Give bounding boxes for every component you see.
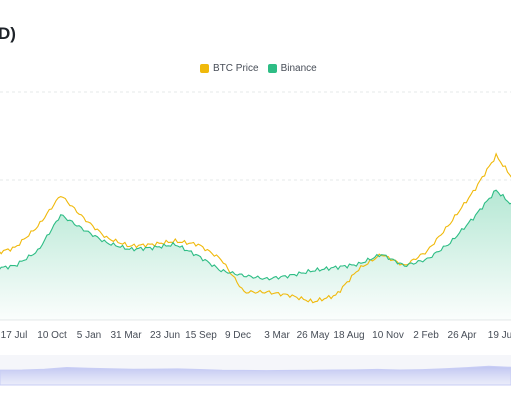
x-tick-label: 18 Aug — [333, 330, 364, 341]
legend-item-btc-price[interactable]: BTC Price — [200, 63, 259, 74]
legend-swatch-binance — [267, 64, 277, 73]
x-tick-label: 9 Dec — [225, 330, 251, 341]
x-tick-label: 15 Sep — [185, 330, 217, 341]
chart-title: D) — [0, 24, 16, 43]
series-line-btc-price — [0, 152, 511, 304]
x-tick-label: 3 Mar — [264, 330, 290, 341]
legend-label-binance: Binance — [280, 63, 317, 74]
x-tick-label: 2 Feb — [413, 330, 439, 341]
legend-label-btc-price: BTC Price — [213, 63, 259, 74]
series-line-binance — [0, 189, 511, 281]
x-tick-label: 10 Nov — [372, 330, 404, 341]
x-tick-label: 10 Oct — [37, 330, 67, 341]
legend-item-binance[interactable]: Binance — [267, 63, 317, 74]
x-tick-label: 17 Jul — [1, 330, 28, 341]
x-tick-label: 5 Jan — [77, 330, 101, 341]
x-tick-label: 23 Jun — [150, 330, 180, 341]
series-area-binance — [0, 190, 511, 320]
x-tick-label: 26 May — [297, 330, 330, 341]
x-tick-label: 31 Mar — [110, 330, 142, 341]
legend-swatch-btc-price — [200, 64, 209, 73]
chart-legend: BTC Price Binance — [200, 63, 326, 74]
x-tick-label: 26 Apr — [448, 330, 478, 341]
navigator-series — [0, 365, 511, 386]
x-tick-label: 19 Ju — [488, 330, 511, 341]
